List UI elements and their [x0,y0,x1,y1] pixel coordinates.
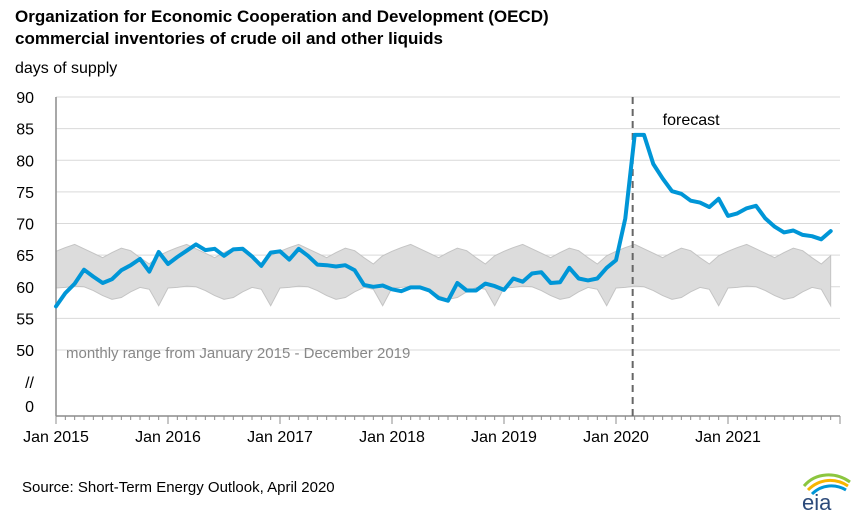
y-tick-label-85: 85 [16,122,34,139]
x-tick-label-jan-2015: Jan 2015 [23,429,89,446]
eia-logo-icon: eia [802,473,851,512]
range-label: monthly range from January 2015 - Decemb… [66,345,410,362]
x-tick-label-jan-2020: Jan 2020 [583,429,649,446]
chart-title: Organization for Economic Cooperation an… [15,6,549,50]
x-tick-label-jan-2016: Jan 2016 [135,429,201,446]
historical-range-band [55,243,832,308]
chart-title-line1: Organization for Economic Cooperation an… [15,7,549,26]
y-tick-label-0: 0 [25,399,34,416]
y-tick-label-60: 60 [16,280,34,297]
y-tick-label-75: 75 [16,185,34,202]
series-line-oecd-inventories [54,132,833,309]
x-tick-label-jan-2019: Jan 2019 [471,429,537,446]
svg-text:eia: eia [802,490,832,512]
chart-area: 0 // 50 55 60 65 70 75 80 85 90 Jan 2015 Jan 2016 Jan… [16,90,841,446]
source-note: Source: Short-Term Energy Outlook, April… [22,479,335,496]
y-tick-label-80: 80 [16,153,34,170]
x-tick-label-jan-2018: Jan 2018 [359,429,425,446]
y-tick-label-break: // [25,375,34,392]
y-tick-label-55: 55 [16,311,34,328]
y-tick-label-90: 90 [16,90,34,107]
y-tick-label-70: 70 [16,217,34,234]
units-label: days of supply [15,60,118,77]
chart-title-line2: commercial inventories of crude oil and … [15,29,443,48]
grid-lines [56,96,840,351]
y-tick-label-65: 65 [16,248,34,265]
x-tick-label-jan-2021: Jan 2021 [695,429,761,446]
axes: 0 // 50 55 60 65 70 75 80 85 90 Jan 2015 Jan 2016 Jan… [16,90,841,446]
y-tick-label-50: 50 [16,343,34,360]
forecast-label: forecast [663,112,720,129]
x-tick-label-jan-2017: Jan 2017 [247,429,313,446]
